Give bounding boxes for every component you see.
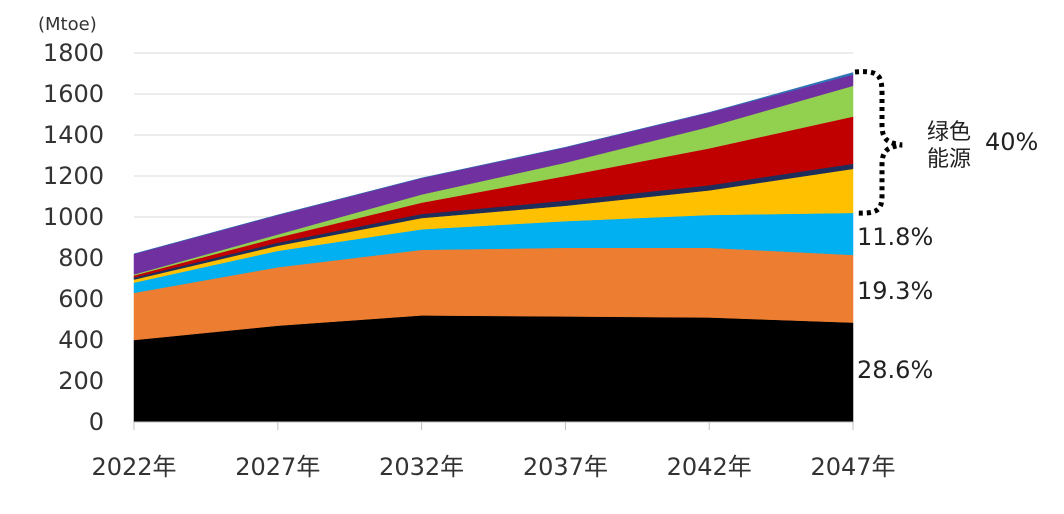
y-tick-label: 1800: [43, 39, 104, 67]
y-unit-label: (Mtoe): [38, 14, 97, 35]
x-tick-label: 2022年: [91, 453, 176, 481]
y-tick-label: 200: [58, 367, 104, 395]
x-tick-labels: 2022年 2027年 2032年 2037年 2042年 2047年: [91, 453, 895, 481]
area-series-8: [133, 72, 854, 255]
axes: [133, 421, 854, 430]
y-tick-label: 1600: [43, 80, 104, 108]
green-energy-share: 40%: [985, 128, 1038, 156]
green-energy-label-line2: 能源: [927, 147, 971, 172]
green-energy-label-line1: 绿色: [927, 120, 971, 145]
green-energy-bracket: [854, 69, 903, 216]
x-tick-label: 2032年: [379, 453, 464, 481]
y-tick-label: 800: [58, 244, 104, 272]
area-series-0: [133, 315, 854, 423]
y-tick-label: 1400: [43, 121, 104, 149]
x-tick-label: 2047年: [810, 453, 895, 481]
x-tick-label: 2037年: [523, 453, 608, 481]
orange-share-label: 19.3%: [857, 277, 933, 305]
y-tick-label: 600: [58, 285, 104, 313]
y-tick-label: 1000: [43, 203, 104, 231]
area-series-group: [133, 72, 854, 423]
y-tick-label: 400: [58, 326, 104, 354]
x-tick-label: 2042年: [667, 453, 752, 481]
black-share-label: 28.6%: [857, 356, 933, 384]
y-tick-label: 1200: [43, 162, 104, 190]
y-tick-labels: 0 200 400 600 800 1000 1200 1400 1600 1800: [43, 39, 104, 436]
blue-share-label: 11.8%: [857, 223, 933, 251]
y-tick-label: 0: [89, 408, 104, 436]
x-tick-label: 2027年: [235, 453, 320, 481]
